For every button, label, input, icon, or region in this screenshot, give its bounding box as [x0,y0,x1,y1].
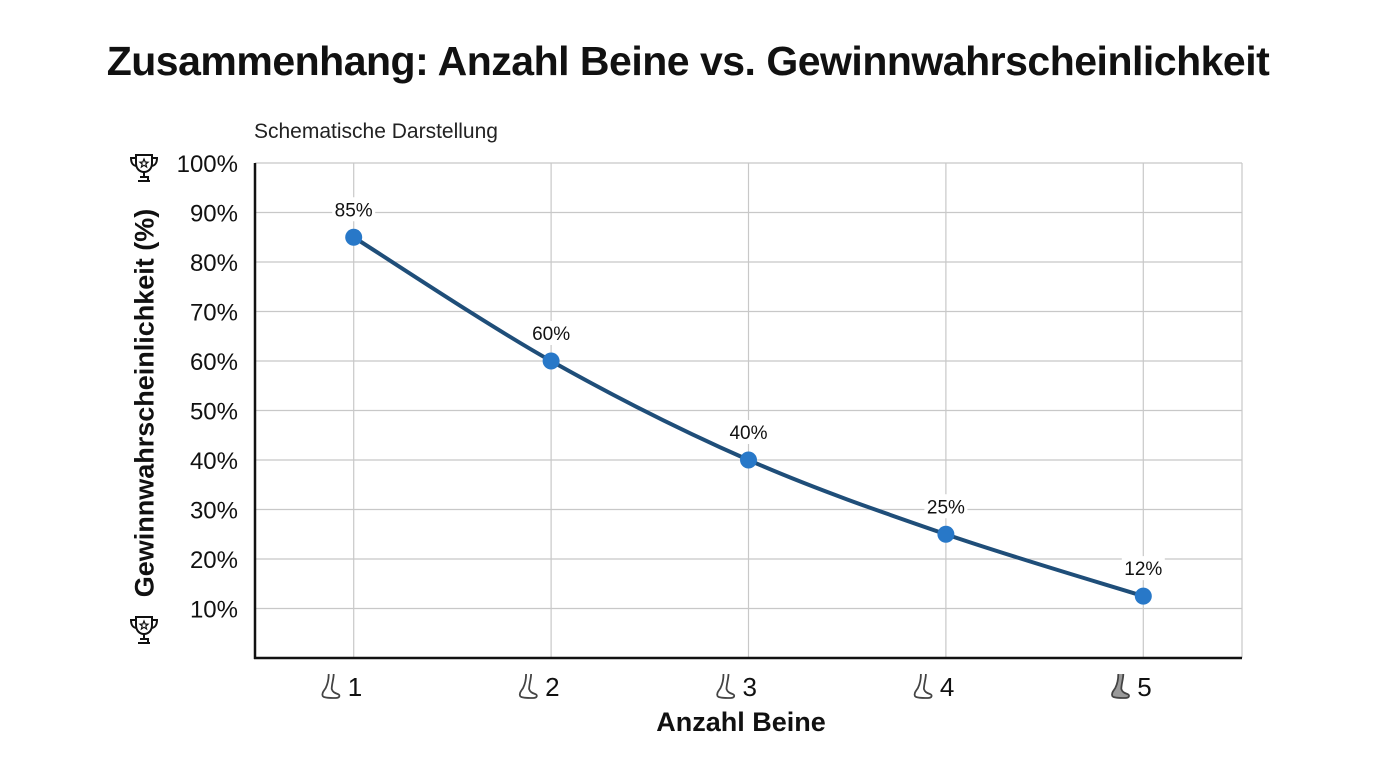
x-tick-label: 1 [348,672,362,702]
y-tick-label: 50% [190,399,238,426]
data-label-bg [332,197,376,222]
data-label: 40% [729,423,767,444]
trophy-icon [129,154,159,182]
data-label: 60% [532,324,570,345]
trophy-icon [129,616,159,644]
x-tick-label: 3 [743,672,757,702]
chart-subtitle: Schematische Darstellung [254,120,498,143]
y-tick-label: 90% [190,201,238,228]
y-tick-label: 60% [190,349,238,376]
data-point [740,451,757,469]
y-tick-label: 30% [190,498,238,525]
leg-icon [716,673,736,699]
leg-icon [518,673,538,699]
x-tick-label: 4 [940,672,954,702]
data-label: 12% [1124,559,1162,580]
data-point [937,525,955,543]
data-point [345,228,363,246]
data-point [542,352,560,370]
y-tick-label: 80% [190,250,238,277]
y-tick-label: 100% [177,151,238,178]
data-point [1134,587,1152,605]
y-tick-label: 20% [190,547,238,574]
y-tick-label: 40% [190,448,238,475]
y-tick-label: 10% [190,597,238,624]
x-axis-label: Anzahl Beine [656,707,826,737]
x-tick-label: 5 [1137,672,1151,702]
data-label: 25% [927,497,965,518]
data-label-bg [529,321,573,345]
data-label-bg [924,494,968,519]
y-tick-label: 70% [190,300,238,327]
x-tick-label: 2 [545,672,559,702]
leg-icon [1111,673,1130,699]
data-label-bg [727,420,770,444]
leg-icon [321,673,341,699]
data-label-bg [1121,556,1165,581]
data-label: 85% [335,200,373,221]
leg-icon [913,673,933,699]
chart-title: Zusammenhang: Anzahl Beine vs. Gewinnwah… [106,38,1270,84]
